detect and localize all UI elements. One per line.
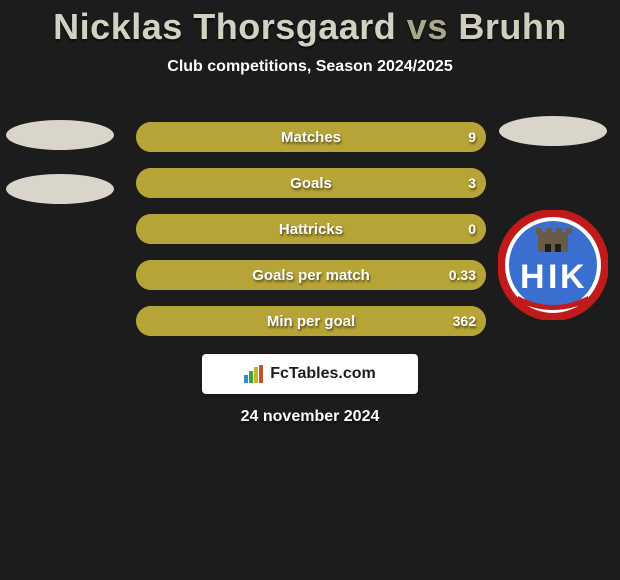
credit-box: FcTables.com <box>202 354 418 394</box>
club-badge: H I K <box>498 210 608 320</box>
vs-text: vs <box>396 6 458 47</box>
placeholder-ellipse <box>499 116 607 146</box>
left-player-placeholder <box>6 120 126 228</box>
comparison-title: Nicklas Thorsgaard vs Bruhn <box>0 0 620 48</box>
stat-value-right: 362 <box>453 306 476 336</box>
stat-row: Min per goal 362 <box>136 306 486 336</box>
placeholder-ellipse <box>6 120 114 150</box>
stat-row: Hattricks 0 <box>136 214 486 244</box>
stat-row: Goals per match 0.33 <box>136 260 486 290</box>
stat-value-right: 0 <box>468 214 476 244</box>
stat-value-right: 3 <box>468 168 476 198</box>
stat-label: Goals per match <box>252 267 370 284</box>
player-right-name: Bruhn <box>458 6 566 47</box>
stat-row: Goals 3 <box>136 168 486 198</box>
credit-text: FcTables.com <box>270 365 376 383</box>
stat-label: Matches <box>281 129 341 146</box>
right-player-club: H I K <box>488 116 618 320</box>
stat-row: Matches 9 <box>136 122 486 152</box>
stat-label: Min per goal <box>267 313 355 330</box>
stat-label: Goals <box>290 175 332 192</box>
subtitle: Club competitions, Season 2024/2025 <box>0 58 620 76</box>
bar-chart-icon <box>244 365 266 383</box>
svg-text:I: I <box>548 258 557 296</box>
stat-label: Hattricks <box>279 221 343 238</box>
player-left-name: Nicklas Thorsgaard <box>53 6 396 47</box>
stat-bars: Matches 9 Goals 3 Hattricks 0 Goals per match 0… <box>136 122 486 352</box>
svg-text:H: H <box>520 258 545 296</box>
svg-text:K: K <box>560 258 585 296</box>
stat-value-right: 9 <box>468 122 476 152</box>
stat-value-right: 0.33 <box>449 260 476 290</box>
generation-date: 24 november 2024 <box>0 408 620 426</box>
club-badge-icon: H I K <box>498 210 608 320</box>
placeholder-ellipse <box>6 174 114 204</box>
